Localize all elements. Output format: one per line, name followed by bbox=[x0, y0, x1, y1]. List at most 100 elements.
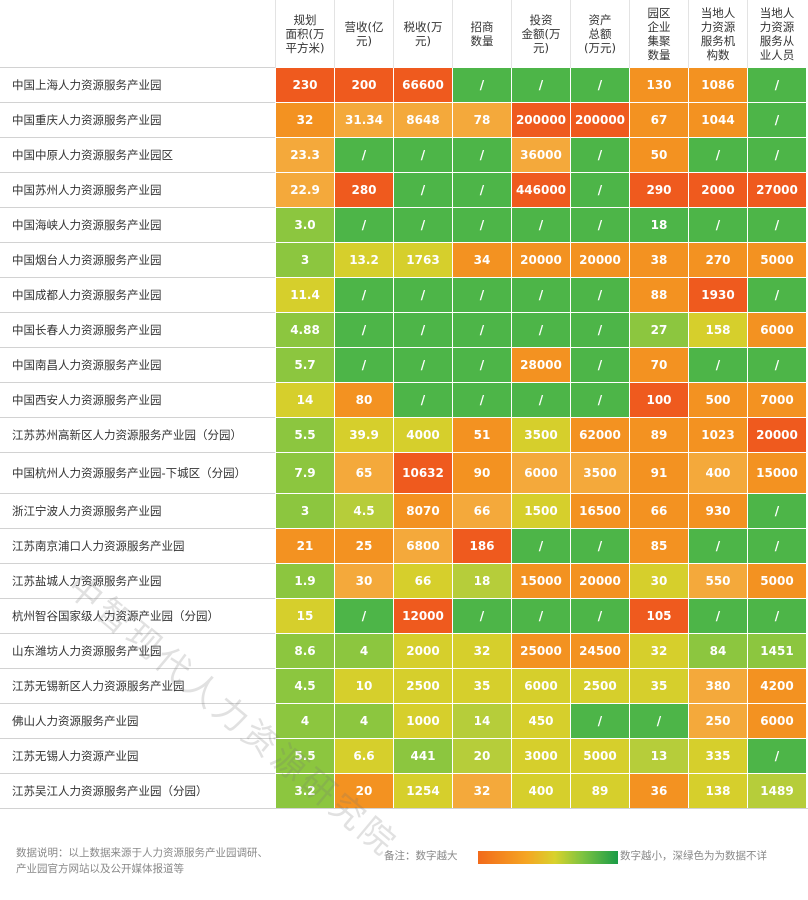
heatmap-cell: 4.5 bbox=[275, 668, 335, 704]
heatmap-cell: 89 bbox=[570, 773, 630, 808]
heatmap-cell: 10 bbox=[334, 668, 394, 704]
table-row: 中国杭州人力资源服务产业园-下城区（分园） 7.9 65 10632 90 6000 350… bbox=[0, 452, 806, 494]
heatmap-cell: / bbox=[570, 207, 630, 243]
table-row: 中国西安人力资源服务产业园 14 80// //100 500 7000 bbox=[0, 382, 806, 418]
heatmap-cell: / bbox=[393, 312, 453, 348]
heatmap-cell: 15000 bbox=[747, 452, 806, 494]
table-row: 江苏苏州高新区人力资源服务产业园（分园） 5.5 39.9 4000 51 3500 620… bbox=[0, 417, 806, 453]
row-label: 中国成都人力资源服务产业园 bbox=[0, 277, 276, 313]
heatmap-cell: / bbox=[747, 102, 806, 138]
heatmap-cell: 62000 bbox=[570, 417, 630, 453]
heatmap-cell: / bbox=[452, 137, 512, 173]
heatmap-cell: / bbox=[688, 137, 748, 173]
table-row: 中国苏州人力资源服务产业园 22.9 280//446000/290 2000 2700… bbox=[0, 172, 806, 208]
column-header-7: 园区 企业 集聚 数量 bbox=[629, 0, 689, 68]
heatmap-cell: 25 bbox=[334, 528, 394, 564]
heatmap-cell: / bbox=[334, 312, 394, 348]
heatmap-cell: 89 bbox=[629, 417, 689, 453]
heatmap-cell: / bbox=[747, 277, 806, 313]
heatmap-cell: / bbox=[511, 312, 571, 348]
heatmap-cell: / bbox=[393, 137, 453, 173]
table-row: 中国长春人力资源服务产业园 4.88// / //27 158 6000 bbox=[0, 312, 806, 348]
heatmap-cell: 10632 bbox=[393, 452, 453, 494]
table-row: 江苏吴江人力资源服务产业园（分园） 3.2 20 1254 32 400 89 36 138 14… bbox=[0, 773, 806, 808]
header-row: 规划 面积(万 平方米) 营收(亿 元) 税收(万 元) 招商 数量 投资 金额(万 元) 资产 总额 (万… bbox=[0, 0, 806, 68]
heatmap-cell: 3 bbox=[275, 242, 335, 278]
heatmap-cell: / bbox=[393, 207, 453, 243]
heatmap-cell: 25000 bbox=[511, 633, 571, 669]
heatmap-cell: / bbox=[452, 312, 512, 348]
heatmap-cell: 30 bbox=[629, 563, 689, 599]
heatmap-cell: 91 bbox=[629, 452, 689, 494]
heatmap-cell: 78 bbox=[452, 102, 512, 138]
row-label: 佛山人力资源服务产业园 bbox=[0, 703, 276, 739]
row-label: 浙江宁波人力资源服务产业园 bbox=[0, 493, 276, 529]
heatmap-cell: / bbox=[747, 493, 806, 529]
column-header-1: 规划 面积(万 平方米) bbox=[275, 0, 335, 68]
row-label: 中国中原人力资源服务产业园区 bbox=[0, 137, 276, 173]
column-header-line: 数量 bbox=[470, 33, 494, 48]
heatmap-cell: 8648 bbox=[393, 102, 453, 138]
heatmap-cell: / bbox=[452, 207, 512, 243]
heatmap-cell: 20000 bbox=[570, 563, 630, 599]
heatmap-cell: 28000 bbox=[511, 347, 571, 383]
column-header-line: 服务从 bbox=[759, 33, 795, 48]
column-header-line: 力资源 bbox=[700, 19, 736, 34]
heatmap-cell: 2500 bbox=[570, 668, 630, 704]
heatmap-cell: / bbox=[747, 528, 806, 564]
heatmap-cell: 1451 bbox=[747, 633, 806, 669]
heatmap-cell: / bbox=[334, 347, 394, 383]
heatmap-cell: 200000 bbox=[570, 102, 630, 138]
heatmap-cell: 5000 bbox=[747, 242, 806, 278]
heatmap-cell: 1044 bbox=[688, 102, 748, 138]
heatmap-cell: / bbox=[452, 382, 512, 418]
heatmap-cell: 8.6 bbox=[275, 633, 335, 669]
row-label: 中国上海人力资源服务产业园 bbox=[0, 67, 276, 103]
row-label: 中国南昌人力资源服务产业园 bbox=[0, 347, 276, 383]
heatmap-cell: / bbox=[570, 67, 630, 103]
column-header-line: 元) bbox=[356, 33, 372, 48]
heatmap-cell: 30 bbox=[334, 563, 394, 599]
heatmap-cell: 6000 bbox=[511, 668, 571, 704]
heatmap-cell: / bbox=[452, 172, 512, 208]
heatmap-cell: 5000 bbox=[570, 738, 630, 774]
heatmap-cell: 7000 bbox=[747, 382, 806, 418]
heatmap-cell: 32 bbox=[452, 633, 512, 669]
heatmap-cell: 930 bbox=[688, 493, 748, 529]
heatmap-cell: 16500 bbox=[570, 493, 630, 529]
heatmap-cell: 11.4 bbox=[275, 277, 335, 313]
heatmap-cell: 100 bbox=[629, 382, 689, 418]
table-bottom-rule bbox=[0, 808, 808, 809]
heatmap-cell: 67 bbox=[629, 102, 689, 138]
heatmap-cell: 158 bbox=[688, 312, 748, 348]
legend-color-gradient bbox=[478, 851, 618, 864]
heatmap-cell: / bbox=[570, 382, 630, 418]
heatmap-cell: 290 bbox=[629, 172, 689, 208]
table-row: 江苏无锡人力资源产业园 5.5 6.6 441 20 3000 5000 13 335/ bbox=[0, 738, 806, 774]
column-header-line: 资产 bbox=[588, 12, 612, 27]
heatmap-cell: / bbox=[747, 347, 806, 383]
heatmap-cell: 1.9 bbox=[275, 563, 335, 599]
heatmap-cell: 85 bbox=[629, 528, 689, 564]
column-header-line: 规划 bbox=[293, 12, 317, 27]
heatmap-cell: 66 bbox=[629, 493, 689, 529]
heatmap-cell: 1254 bbox=[393, 773, 453, 808]
column-header-line: 企业 bbox=[647, 19, 671, 34]
column-header-2: 营收(亿 元) bbox=[334, 0, 394, 68]
heatmap-cell: 4200 bbox=[747, 668, 806, 704]
table-row: 山东潍坊人力资源服务产业园 8.6 4 2000 32 25000 24500 32 84 145… bbox=[0, 633, 806, 669]
heatmap-cell: 4 bbox=[334, 703, 394, 739]
heatmap-cell: 20 bbox=[334, 773, 394, 808]
heatmap-cell: / bbox=[747, 67, 806, 103]
heatmap-cell: 36 bbox=[629, 773, 689, 808]
heatmap-cell: / bbox=[570, 277, 630, 313]
table-row: 中国上海人力资源服务产业园 230 200 66600///130 1086/ bbox=[0, 67, 806, 103]
heatmap-cell: 6800 bbox=[393, 528, 453, 564]
heatmap-cell: 51 bbox=[452, 417, 512, 453]
row-label: 江苏无锡新区人力资源服务产业园 bbox=[0, 668, 276, 704]
heatmap-cell: 4 bbox=[275, 703, 335, 739]
heatmap-cell: 5.5 bbox=[275, 417, 335, 453]
heatmap-cell: 20 bbox=[452, 738, 512, 774]
heatmap-cell: 35 bbox=[629, 668, 689, 704]
heatmap-cell: / bbox=[511, 207, 571, 243]
